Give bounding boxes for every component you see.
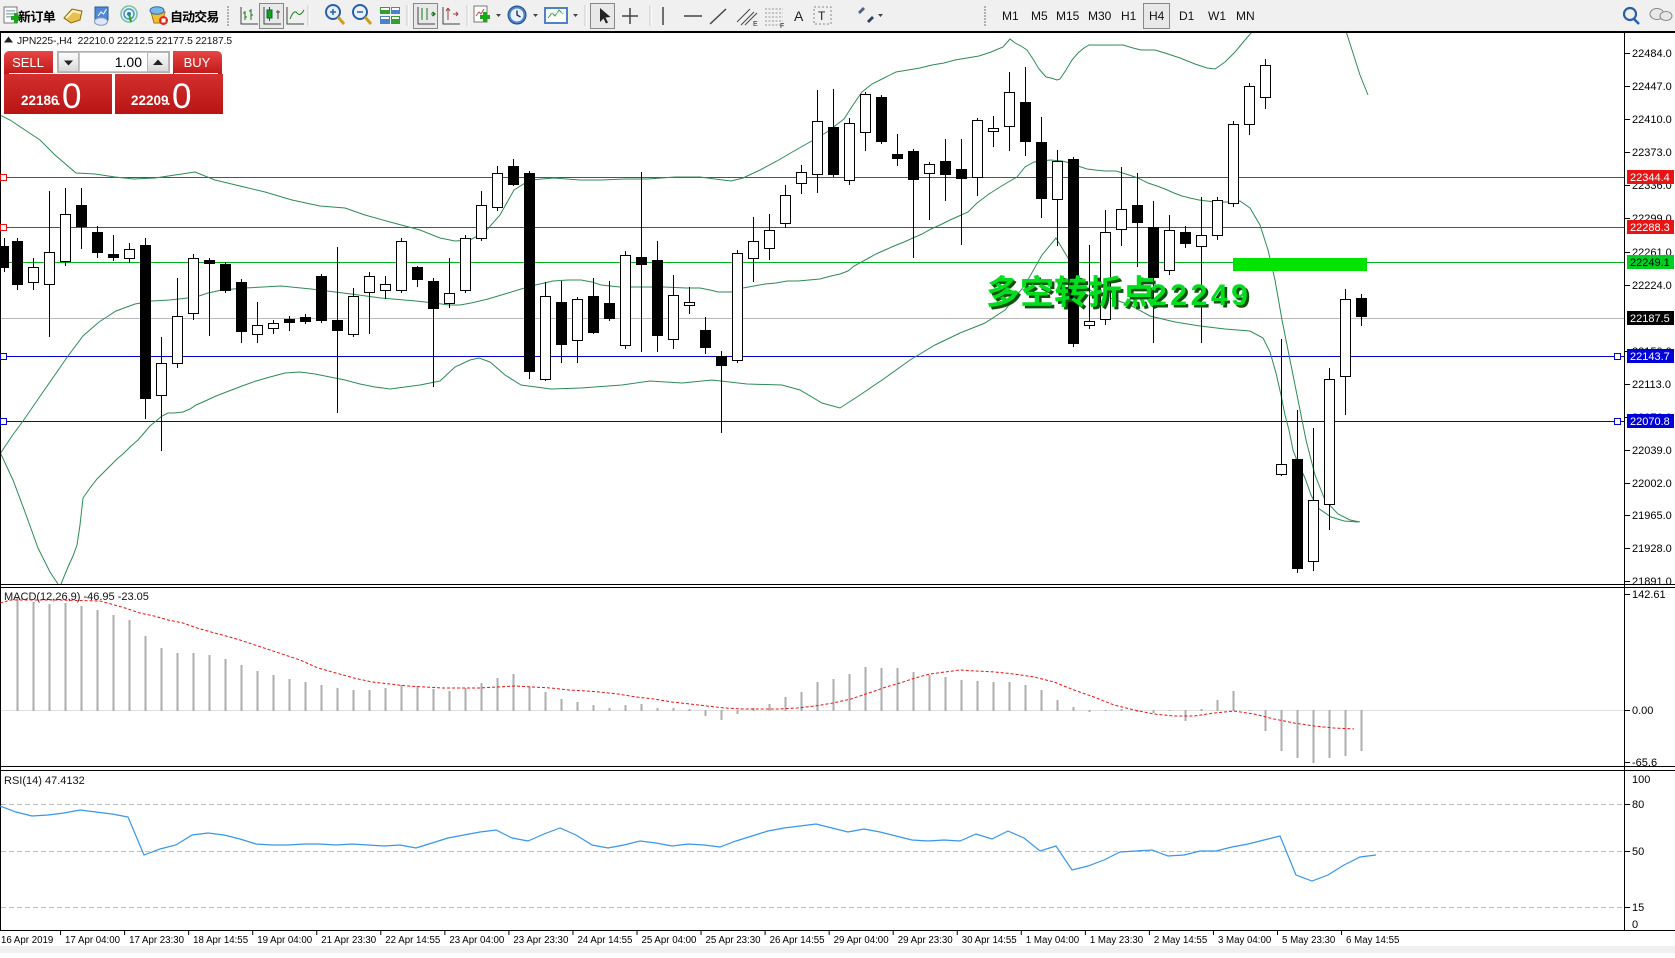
svg-text:22209: 22209 bbox=[131, 93, 169, 108]
svg-text:6 May 14:55: 6 May 14:55 bbox=[1346, 935, 1399, 946]
svg-text:SELL: SELL bbox=[12, 55, 44, 70]
svg-text:22249: 22249 bbox=[1150, 279, 1251, 312]
svg-text:21891.0: 21891.0 bbox=[1632, 576, 1672, 588]
svg-text:22447.0: 22447.0 bbox=[1632, 81, 1672, 93]
svg-text:A: A bbox=[794, 8, 804, 24]
svg-text:29 Apr 23:30: 29 Apr 23:30 bbox=[898, 935, 954, 946]
svg-text:23 Apr 23:30: 23 Apr 23:30 bbox=[513, 935, 569, 946]
svg-text:0.00: 0.00 bbox=[1632, 705, 1653, 717]
svg-text:16 Apr 2019: 16 Apr 2019 bbox=[1, 935, 53, 946]
svg-text:.: . bbox=[167, 92, 171, 108]
svg-text:22224.0: 22224.0 bbox=[1632, 280, 1672, 292]
svg-text:T: T bbox=[818, 9, 826, 23]
svg-text:2 May 14:55: 2 May 14:55 bbox=[1154, 935, 1207, 946]
svg-text:3 May 04:00: 3 May 04:00 bbox=[1218, 935, 1272, 946]
svg-text:17 Apr 04:00: 17 Apr 04:00 bbox=[65, 935, 121, 946]
svg-text:29 Apr 04:00: 29 Apr 04:00 bbox=[834, 935, 890, 946]
svg-text:E: E bbox=[753, 21, 758, 28]
svg-text:M5: M5 bbox=[1031, 9, 1048, 23]
svg-text:M15: M15 bbox=[1056, 9, 1080, 23]
svg-text:22070.8: 22070.8 bbox=[1630, 416, 1670, 428]
svg-text:F: F bbox=[780, 23, 784, 30]
svg-text:50: 50 bbox=[1632, 846, 1644, 858]
svg-text:W1: W1 bbox=[1208, 9, 1226, 23]
svg-text:17 Apr 23:30: 17 Apr 23:30 bbox=[129, 935, 185, 946]
svg-text:22484.0: 22484.0 bbox=[1632, 48, 1672, 60]
svg-text:80: 80 bbox=[1632, 799, 1644, 811]
svg-text:0: 0 bbox=[1632, 919, 1638, 931]
svg-text:22288.3: 22288.3 bbox=[1630, 222, 1670, 234]
svg-text:1.00: 1.00 bbox=[115, 54, 142, 70]
svg-text:RSI(14) 47.4132: RSI(14) 47.4132 bbox=[4, 775, 85, 787]
svg-text:JPN225-,H4 22210.0 22212.5 22: JPN225-,H4 22210.0 22212.5 22177.5 22187… bbox=[17, 36, 232, 47]
svg-text:142.61: 142.61 bbox=[1632, 589, 1666, 601]
svg-text:22002.0: 22002.0 bbox=[1632, 478, 1672, 490]
svg-text:21965.0: 21965.0 bbox=[1632, 510, 1672, 522]
svg-text:0: 0 bbox=[172, 77, 191, 116]
svg-text:22039.0: 22039.0 bbox=[1632, 445, 1672, 457]
svg-text:MACD(12,26,9) -46.95 -23.05: MACD(12,26,9) -46.95 -23.05 bbox=[4, 591, 149, 603]
svg-text:22410.0: 22410.0 bbox=[1632, 114, 1672, 126]
svg-text:M30: M30 bbox=[1088, 9, 1112, 23]
svg-text:22143.7: 22143.7 bbox=[1630, 351, 1670, 363]
svg-text:100: 100 bbox=[1632, 774, 1650, 786]
svg-text:22113.0: 22113.0 bbox=[1632, 379, 1671, 391]
svg-text:23 Apr 04:00: 23 Apr 04:00 bbox=[449, 935, 505, 946]
svg-text:1 May 23:30: 1 May 23:30 bbox=[1090, 935, 1144, 946]
svg-text:24 Apr 14:55: 24 Apr 14:55 bbox=[577, 935, 632, 946]
svg-text:21 Apr 23:30: 21 Apr 23:30 bbox=[321, 935, 377, 946]
svg-text:22186: 22186 bbox=[21, 93, 59, 108]
svg-text:25 Apr 04:00: 25 Apr 04:00 bbox=[642, 935, 698, 946]
svg-text:MN: MN bbox=[1236, 9, 1255, 23]
svg-text:22249.1: 22249.1 bbox=[1630, 257, 1670, 269]
svg-text:22373.0: 22373.0 bbox=[1632, 147, 1672, 159]
svg-text:26 Apr 14:55: 26 Apr 14:55 bbox=[770, 935, 825, 946]
svg-text:-65.6: -65.6 bbox=[1632, 757, 1657, 769]
svg-text:H4: H4 bbox=[1149, 9, 1165, 23]
svg-text:22249: 22249 bbox=[1153, 282, 1254, 315]
svg-text:19 Apr 04:00: 19 Apr 04:00 bbox=[257, 935, 313, 946]
svg-text:BUY: BUY bbox=[184, 55, 211, 70]
svg-text:0: 0 bbox=[62, 77, 81, 116]
svg-text:21928.0: 21928.0 bbox=[1632, 543, 1672, 555]
svg-text:22 Apr 14:55: 22 Apr 14:55 bbox=[385, 935, 440, 946]
svg-text:D1: D1 bbox=[1179, 9, 1195, 23]
svg-text:30 Apr 14:55: 30 Apr 14:55 bbox=[962, 935, 1017, 946]
svg-text:H1: H1 bbox=[1121, 9, 1137, 23]
svg-text:22187.5: 22187.5 bbox=[1630, 313, 1670, 325]
svg-text:18 Apr 14:55: 18 Apr 14:55 bbox=[193, 935, 248, 946]
svg-text:15: 15 bbox=[1632, 902, 1644, 914]
svg-text:1 May 04:00: 1 May 04:00 bbox=[1026, 935, 1080, 946]
svg-text:M1: M1 bbox=[1002, 9, 1019, 23]
svg-text:5 May 23:30: 5 May 23:30 bbox=[1282, 935, 1336, 946]
svg-text:22344.4: 22344.4 bbox=[1630, 172, 1670, 184]
svg-text:.: . bbox=[57, 92, 61, 108]
svg-text:25 Apr 23:30: 25 Apr 23:30 bbox=[706, 935, 762, 946]
